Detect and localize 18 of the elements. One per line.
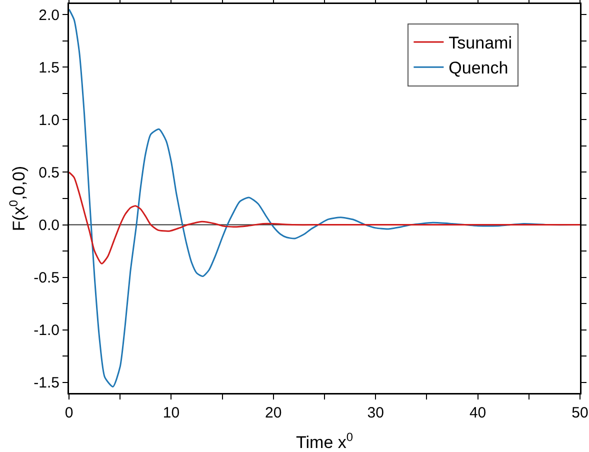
y-tick-label: -0.5 <box>34 270 60 287</box>
x-tick-label: 50 <box>572 404 588 422</box>
y-tick-label: 0.0 <box>38 217 60 234</box>
x-tick-label: 10 <box>162 404 180 422</box>
line-series <box>69 171 580 264</box>
y-tick-label: 1.5 <box>38 59 60 76</box>
legend-label: Tsunami <box>448 34 512 53</box>
x-tick-label: 0 <box>64 404 74 422</box>
x-axis-title: Time x$^{0}$ <box>296 430 354 452</box>
y-tick-label: -1.0 <box>34 322 60 340</box>
x-tick-label: 40 <box>469 404 486 422</box>
x-tick-label: 20 <box>265 404 282 422</box>
y-tick-label: 2.0 <box>38 6 60 24</box>
x-tick-label: 30 <box>367 404 384 422</box>
legend-label: Quench <box>448 58 508 78</box>
y-tick-label: -1.5 <box>34 374 60 392</box>
y-tick-label: 0.5 <box>38 164 60 182</box>
y-tick-label: 1.0 <box>38 112 60 129</box>
